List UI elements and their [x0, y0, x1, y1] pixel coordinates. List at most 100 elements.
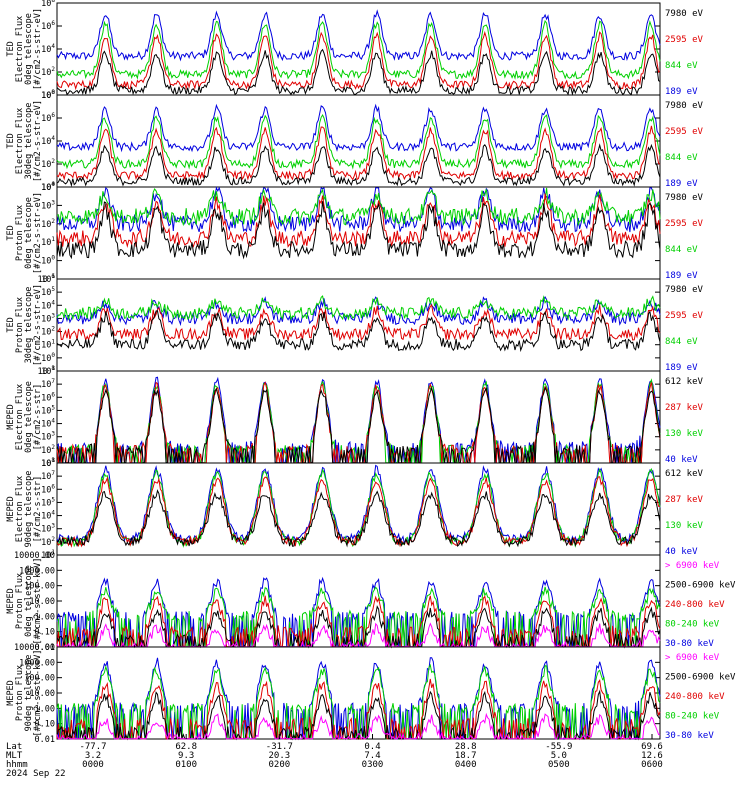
y-tick-label: 100 [41, 89, 55, 101]
legend-entry: 2595 eV [665, 127, 704, 137]
x-tick-hhmm: 0200 [268, 760, 290, 770]
series-line-844-ev [56, 19, 661, 80]
series-line-7980-ev [56, 143, 661, 188]
y-tick-label: 100.00 [24, 582, 55, 592]
legend-entry: > 6900 keV [665, 561, 720, 571]
legend-entry: 40 keV [665, 455, 698, 465]
x-tick-hhmm: 0000 [82, 760, 104, 770]
x-tick-hhmm: 0300 [362, 760, 384, 770]
x-tick-hhmm: 0500 [548, 760, 570, 770]
x-tick-hhmm: 0400 [455, 760, 477, 770]
series-line-7980-ev [56, 201, 661, 260]
y-axis-label-line: TED [6, 41, 16, 56]
y-tick-label: 1000.00 [19, 658, 55, 668]
legend-entry: 80-240 keV [665, 712, 720, 722]
y-axis-label-line: 30deg telescope [24, 103, 34, 180]
y-tick-label: 105 [41, 404, 55, 416]
y-tick-label: 10000.00 [14, 551, 55, 561]
y-tick-label: 103 [41, 199, 55, 211]
y-tick-label: 101 [41, 236, 55, 248]
series-line-189-ev [56, 295, 661, 327]
y-tick-label: 106 [41, 391, 55, 403]
y-tick-label: 0.01 [35, 643, 55, 653]
series-line-844-ev [56, 187, 661, 227]
y-axis-label-line: [#/cm2-s-str] [33, 476, 43, 543]
legend-entry: 189 eV [665, 271, 698, 281]
legend-entry: 7980 eV [665, 9, 704, 19]
panel-8: 0.01 0.10 1.00 10.00 100.00 1000.00 10000.00 ME… [6, 643, 736, 745]
y-tick-label: 10.00 [29, 597, 55, 607]
x-tick-lat: -55.9 [545, 742, 572, 752]
legend-entry: 2500-6900 keV [665, 581, 736, 591]
x-tick-mlt: 18.7 [455, 751, 477, 761]
y-axis-label-line: [#/cm2-s-str-eV] [33, 284, 43, 366]
x-tick-mlt: 3.2 [85, 751, 101, 761]
y-axis-label-line: 0deg telescope [24, 13, 34, 85]
y-tick-label: 100 [41, 352, 55, 364]
legend-entry: 30-80 keV [665, 639, 714, 649]
y-tick-label: 102 [41, 444, 55, 456]
y-axis-label-line: 0deg telescope [24, 381, 34, 453]
y-axis-label-line: TED [6, 133, 16, 148]
panel-2: 100 102 104 106 108 TED Electron Flux 30deg tel… [6, 89, 704, 193]
y-axis-label-line: Electron Flux [15, 476, 25, 543]
legend-entry: 2500-6900 keV [665, 673, 736, 683]
y-axis-label-line: Proton Flux [15, 573, 25, 629]
legend-entry: 287 keV [665, 403, 704, 413]
y-tick-label: 106 [41, 483, 55, 495]
x-row-label: Lat [6, 742, 22, 752]
y-axis-label-line: Electron Flux [15, 16, 25, 83]
y-axis-label-line: [#/cm2-s-str-keV] [33, 650, 43, 737]
y-tick-label: 1.00 [35, 612, 55, 622]
series-line-7980-ev [56, 310, 661, 353]
y-axis-label-line: [#/cm2-s-str-eV] [33, 100, 43, 182]
x-tick-mlt: 9.3 [178, 751, 194, 761]
x-tick-mlt: 5.0 [551, 751, 567, 761]
x-tick-mlt: 20.3 [268, 751, 290, 761]
y-axis-label-line: 90deg telescope [24, 655, 34, 732]
x-tick-lat: 0.4 [364, 742, 380, 752]
legend-entry: 130 keV [665, 429, 704, 439]
y-tick-label: 103 [41, 312, 55, 324]
y-tick-label: 1000.00 [19, 566, 55, 576]
y-axis-label-line: 0deg telescope [24, 565, 34, 637]
series-line-189-ev [56, 103, 661, 153]
x-tick-hhmm: 0600 [641, 760, 663, 770]
y-tick-label: 103 [41, 523, 55, 535]
series-line-2595-ev [56, 30, 661, 91]
legend-entry: 844 eV [665, 61, 698, 71]
legend-entry: 287 keV [665, 495, 704, 505]
legend-entry: 7980 eV [665, 101, 704, 111]
legend-entry: 612 keV [665, 469, 704, 479]
series-line-7980-ev [56, 48, 661, 96]
legend-entry: 189 eV [665, 87, 698, 97]
y-tick-label: 101 [41, 457, 55, 469]
y-axis-label-line: Electron Flux [15, 108, 25, 175]
legend-entry: 844 eV [665, 153, 698, 163]
y-tick-label: 105 [41, 286, 55, 298]
legend-entry: 130 keV [665, 521, 704, 531]
y-tick-label: 104 [41, 299, 55, 311]
y-tick-label: 102 [41, 326, 55, 338]
y-axis-label-line: 90deg telescope [24, 471, 34, 548]
panel-7: 0.01 0.10 1.00 10.00 100.00 1000.00 10000.00 ME… [6, 551, 736, 653]
x-tick-lat: 28.8 [455, 742, 477, 752]
y-tick-label: 0.01 [35, 735, 55, 745]
y-tick-label: 106 [41, 273, 55, 285]
legend-entry: 240-800 keV [665, 692, 725, 702]
y-axis-label-line: 30deg telescope [24, 287, 34, 364]
y-tick-label: 102 [41, 218, 55, 230]
legend-entry: > 6900 keV [665, 653, 720, 663]
panel-1: 100 102 104 106 108 TED Electron Flux 0deg tele… [6, 0, 704, 101]
series-line-2595-ev [56, 193, 661, 248]
y-tick-label: 104 [41, 43, 55, 55]
y-axis-label-line: Electron Flux [15, 384, 25, 451]
series-line-130-kev [56, 467, 661, 548]
x-tick-mlt: 12.6 [641, 751, 663, 761]
y-tick-label: 106 [41, 20, 55, 32]
y-tick-label: 108 [41, 365, 55, 377]
